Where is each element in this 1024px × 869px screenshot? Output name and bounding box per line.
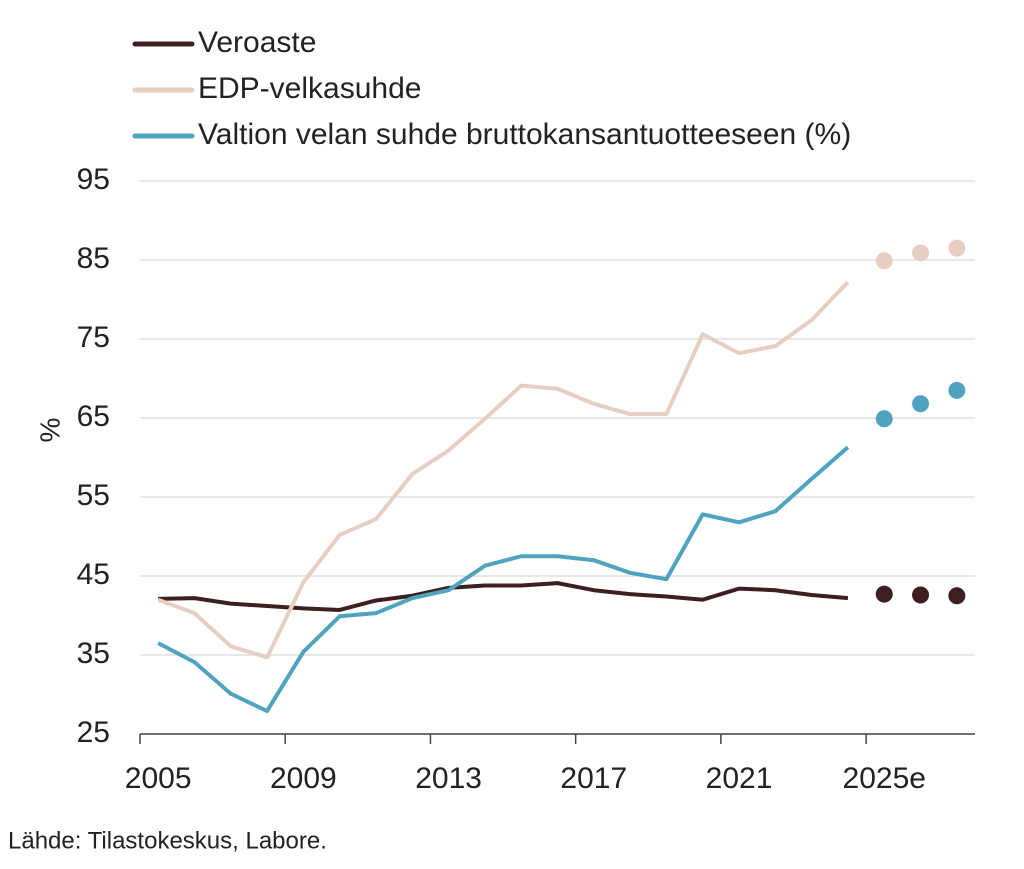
forecast-dot: [912, 586, 930, 604]
series-line: [157, 280, 850, 660]
y-tick-label: 25: [77, 716, 110, 749]
forecast-dot: [875, 585, 893, 603]
forecast-dot: [875, 410, 893, 428]
x-tick-label: 2009: [270, 762, 337, 795]
series-line: [157, 445, 850, 714]
y-tick-label: 65: [77, 400, 110, 433]
legend-label: Valtion velan suhde bruttokansantuottees…: [198, 118, 851, 151]
forecast-dot: [948, 587, 966, 605]
legend-label: EDP-velkasuhde: [198, 72, 421, 105]
source: Lähde: Tilastokeskus, Labore.: [8, 827, 327, 854]
x-tick-label: 2013: [415, 762, 482, 795]
series-line: [158, 581, 849, 612]
x-tick-label: 2025e: [843, 762, 926, 795]
forecast-dot: [948, 239, 966, 257]
x-tick-label: 2021: [706, 762, 773, 795]
forecast-dot: [912, 395, 930, 413]
forecast-dot: [875, 252, 893, 270]
x-tick-label: 2005: [125, 762, 192, 795]
legend-label: Veroaste: [198, 26, 316, 59]
y-tick-label: 85: [77, 242, 110, 275]
y-tick-label: 55: [77, 479, 110, 512]
y-tick-label: 35: [77, 637, 110, 670]
y-tick-label: 75: [77, 321, 110, 354]
y-tick-label: 95: [77, 163, 110, 196]
forecast-dot: [912, 244, 930, 262]
forecast-dot: [948, 381, 966, 399]
y-tick-label: 45: [77, 558, 110, 591]
y-axis-label: %: [34, 418, 65, 443]
x-tick-label: 2017: [560, 762, 627, 795]
